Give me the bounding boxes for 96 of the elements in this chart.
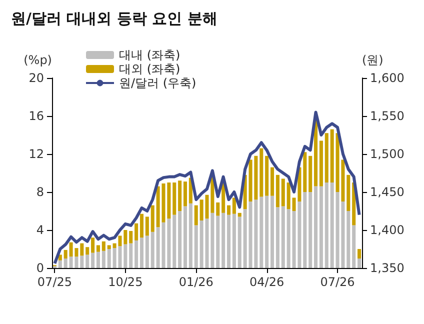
bar — [232, 198, 236, 214]
bar — [324, 182, 328, 268]
bar — [286, 182, 290, 210]
bar — [129, 243, 133, 268]
y2-tick-label: 1,400 — [370, 223, 404, 237]
bar — [134, 223, 138, 240]
bar — [281, 206, 285, 268]
bar — [140, 214, 144, 238]
y2-tick-label: 1,350 — [370, 261, 404, 275]
bar — [324, 133, 328, 182]
bar — [260, 148, 264, 197]
bar — [226, 205, 231, 215]
x-tick-label: 04/26 — [250, 275, 284, 289]
bar — [276, 174, 280, 208]
bar — [91, 238, 95, 253]
bar — [102, 241, 106, 251]
bar — [140, 238, 144, 268]
bar — [178, 180, 182, 211]
bar — [286, 209, 290, 268]
bar — [265, 196, 269, 268]
bar — [260, 196, 264, 268]
y2-axis-title: (원) — [362, 53, 384, 67]
bar — [358, 258, 362, 268]
bar — [129, 230, 133, 244]
bar — [194, 225, 198, 268]
bar — [134, 240, 138, 268]
bar — [303, 152, 307, 192]
bar — [194, 205, 198, 226]
bar — [145, 236, 149, 268]
legend-label: 대내 (좌축) — [119, 48, 180, 62]
bar — [58, 260, 62, 268]
bar — [281, 178, 285, 206]
bar — [216, 216, 220, 268]
bar — [150, 232, 154, 268]
y-tick-label: 0 — [36, 261, 44, 275]
bar — [232, 214, 236, 268]
bar — [276, 207, 280, 268]
bar — [172, 214, 176, 268]
bar — [102, 250, 106, 268]
bar — [308, 156, 312, 192]
bar — [346, 174, 350, 211]
y-tick-label: 16 — [28, 109, 44, 123]
bar — [80, 243, 84, 256]
bar — [226, 214, 231, 268]
bar — [314, 186, 318, 268]
bar — [216, 202, 220, 216]
bar — [308, 192, 312, 268]
bar — [303, 192, 307, 268]
y2-tick-label: 1,500 — [370, 147, 404, 161]
bar — [330, 182, 334, 268]
bar — [238, 216, 242, 268]
y2-tick-label: 1,600 — [370, 71, 404, 85]
bar — [64, 258, 68, 268]
y-tick-label: 4 — [36, 223, 44, 237]
bar — [358, 249, 362, 258]
bar — [183, 206, 188, 268]
chart-title: 원/달러 대내외 등락 요인 분해 — [11, 10, 218, 28]
bar — [265, 156, 269, 196]
x-tick-label: 07/25 — [37, 275, 72, 289]
bar — [330, 129, 334, 182]
y2-tick-label: 1,450 — [370, 185, 404, 199]
bar — [150, 205, 154, 232]
bar — [145, 216, 149, 236]
y-tick-label: 8 — [36, 185, 44, 199]
bar — [270, 196, 274, 268]
y-axis-title: (%p) — [24, 53, 52, 67]
legend-label: 원/달러 (우축) — [119, 76, 196, 90]
bar — [80, 256, 84, 268]
bar — [107, 245, 111, 249]
bar — [188, 203, 192, 268]
bar — [352, 225, 356, 268]
legend-label: 대외 (좌축) — [119, 62, 180, 76]
bar — [96, 252, 100, 268]
bar — [91, 252, 95, 268]
bar — [270, 167, 274, 196]
bar — [319, 140, 323, 186]
x-tick-label: 10/25 — [108, 275, 143, 289]
bar — [178, 211, 182, 268]
bar — [172, 182, 176, 215]
y-tick-label: 20 — [28, 71, 44, 85]
x-tick-label: 01/26 — [178, 275, 214, 289]
bar — [86, 254, 90, 268]
bar — [96, 245, 100, 252]
bar — [107, 249, 111, 268]
line-series — [53, 110, 361, 265]
x-tick-label: 07/26 — [320, 275, 355, 289]
bar — [64, 250, 68, 258]
bar — [58, 254, 62, 260]
bar — [346, 211, 350, 268]
bar — [222, 212, 226, 268]
bar — [319, 186, 323, 268]
bar — [183, 182, 188, 206]
y2-tick-label: 1,550 — [370, 109, 404, 123]
bar — [86, 247, 90, 255]
bar — [238, 212, 242, 217]
y-tick-label: 12 — [28, 147, 44, 161]
